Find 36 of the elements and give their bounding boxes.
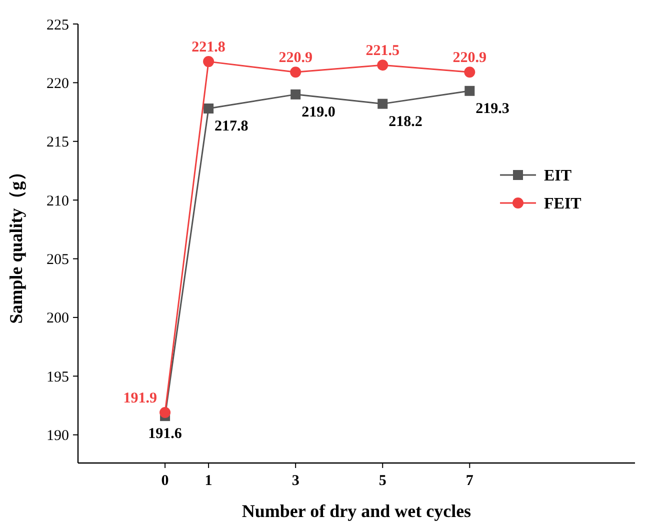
x-tick-label: 3 xyxy=(292,473,300,489)
y-tick-label: 190 xyxy=(46,428,69,444)
y-tick-label: 195 xyxy=(46,369,69,386)
point xyxy=(290,89,301,100)
x-tick-label: 7 xyxy=(466,473,474,489)
point xyxy=(203,56,214,68)
x-tick-label: 1 xyxy=(204,473,212,489)
data-label: 220.9 xyxy=(452,50,487,66)
legend-label: FEIT xyxy=(544,196,582,213)
point xyxy=(290,66,302,78)
legend-label: EIT xyxy=(544,168,572,185)
y-tick-label: 220 xyxy=(46,76,69,92)
point xyxy=(160,407,171,418)
x-tick-label: 0 xyxy=(161,473,169,489)
y-tick-label: 210 xyxy=(46,193,69,210)
data-label: 218.2 xyxy=(388,114,422,130)
data-label: 220.9 xyxy=(278,50,312,66)
point xyxy=(464,86,475,96)
x-tick-label: 5 xyxy=(378,473,386,489)
data-label: 191.6 xyxy=(148,426,182,442)
point xyxy=(378,98,388,109)
data-label: 191.9 xyxy=(123,390,158,407)
x-axis-title: Number of dry and wet cycles xyxy=(242,501,472,521)
y-tick-label: 215 xyxy=(46,134,69,151)
point xyxy=(377,60,388,71)
data-label: 219.3 xyxy=(476,100,510,117)
data-label: 217.8 xyxy=(214,118,248,135)
data-label: 221.8 xyxy=(192,40,226,56)
y-tick-label: 200 xyxy=(46,310,69,327)
point xyxy=(464,66,476,78)
point xyxy=(204,104,214,114)
data-label: 219.0 xyxy=(302,104,336,120)
y-tick-label: 225 xyxy=(46,17,69,34)
y-axis-title: Sample quality（g） xyxy=(6,163,26,324)
y-tick-label: 205 xyxy=(46,252,69,268)
data-label: 221.5 xyxy=(366,43,400,60)
